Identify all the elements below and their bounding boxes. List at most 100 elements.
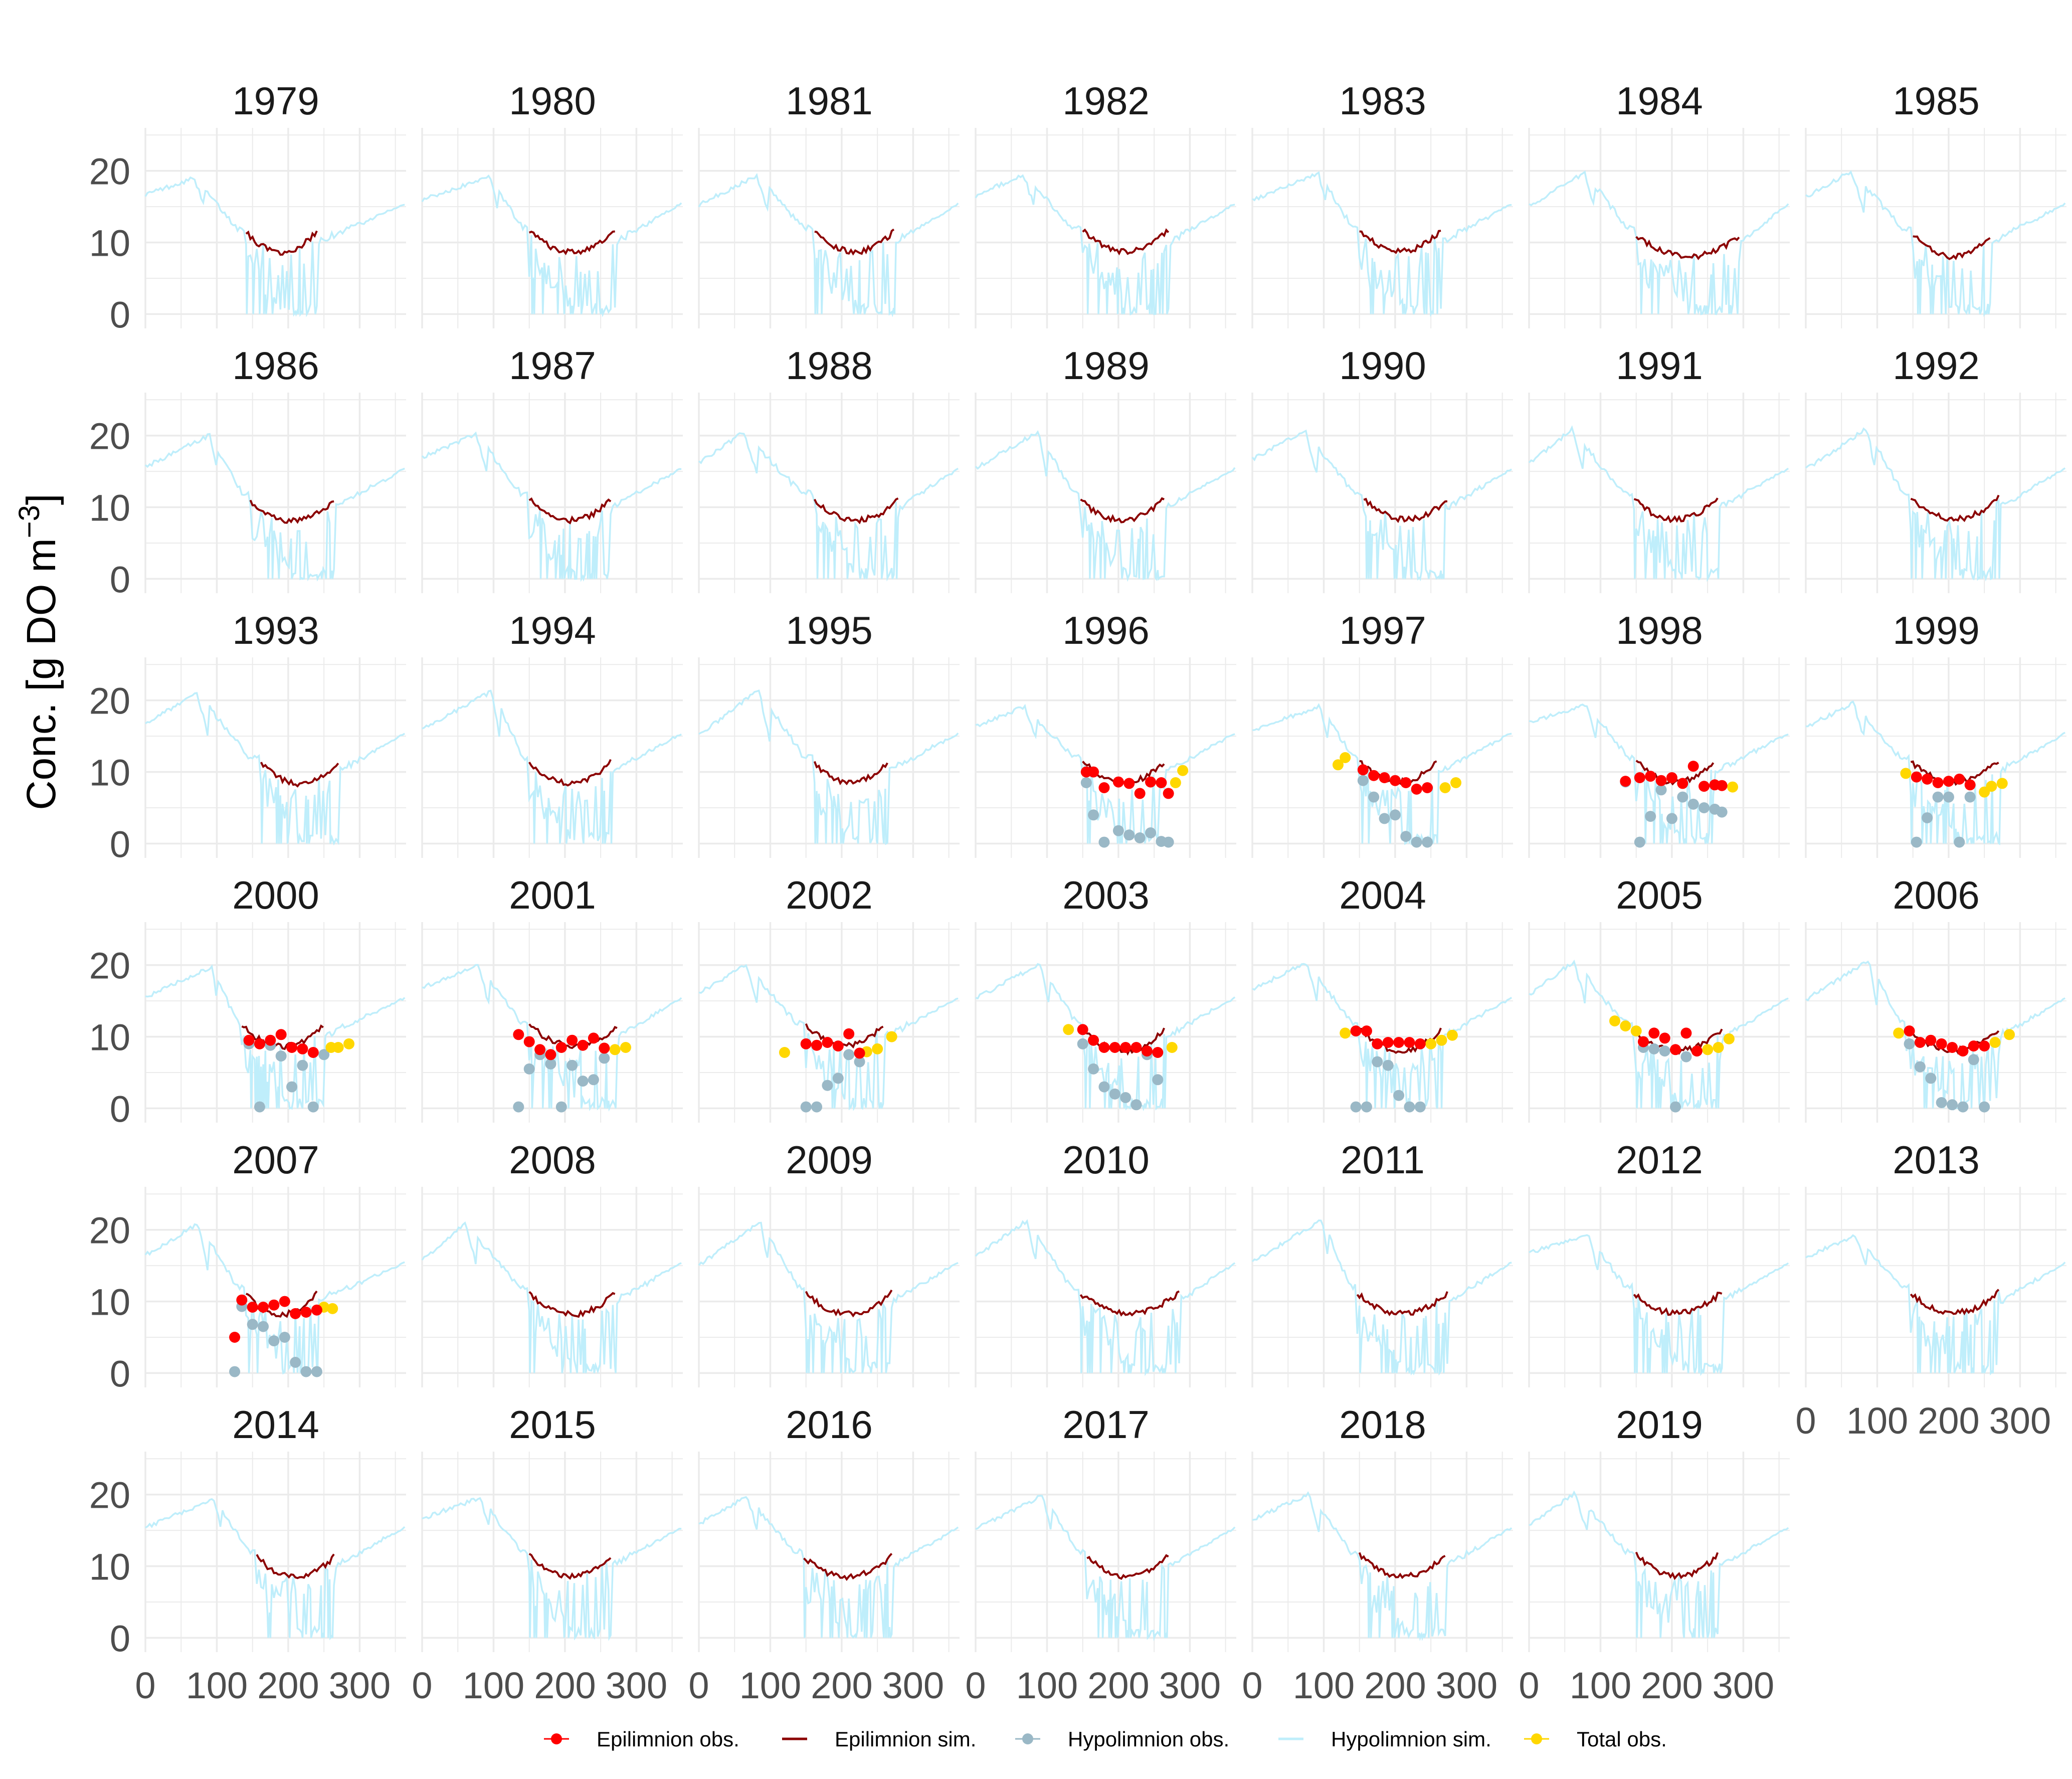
hypolimnion-obs-point — [1382, 1059, 1394, 1071]
hypolimnion-obs-point — [1134, 832, 1146, 843]
panel-title-2013: 2013 — [1893, 1138, 1980, 1182]
panel-2011: 2011 — [1251, 1138, 1513, 1387]
hypolimnion-obs-point — [1634, 836, 1645, 848]
hypolimnion-sim-line-2000 — [145, 964, 406, 1110]
epilimnion-sim-line-1990 — [1363, 497, 1448, 523]
panel-1995: 1995 — [698, 608, 960, 858]
hypolimnion-obs-point — [1904, 1038, 1915, 1049]
y-tick-label: 10 — [89, 1017, 130, 1058]
panel-title-2007: 2007 — [232, 1138, 319, 1182]
epilimnion-obs-point — [1141, 1045, 1153, 1057]
total-obs-point — [1727, 781, 1739, 793]
panel-1982: 1982 — [975, 79, 1236, 328]
x-tick-label: 300 — [329, 1665, 391, 1706]
total-obs-point — [1425, 1038, 1437, 1049]
epilimnion-obs-point — [236, 1294, 248, 1306]
hypolimnion-obs-point — [1414, 1101, 1426, 1113]
hypolimnion-obs-point — [1350, 1101, 1362, 1113]
hypolimnion-sim-line-1994 — [422, 689, 682, 844]
panel-2008: 2008 — [421, 1138, 683, 1387]
panel-title-2005: 2005 — [1616, 873, 1703, 917]
hypolimnion-obs-point — [1389, 809, 1401, 821]
hypolimnion-obs-point — [1677, 791, 1688, 803]
hypolimnion-obs-point — [1979, 1101, 1990, 1113]
x-tick-label: 200 — [1087, 1665, 1149, 1706]
hypolimnion-obs-point — [1954, 836, 1965, 848]
panel-title-2006: 2006 — [1893, 873, 1980, 917]
epilimnion-obs-point — [254, 1038, 265, 1049]
total-obs-point — [886, 1031, 897, 1042]
legend: Epilimnion obs. Epilimnion sim. Hypolimnio… — [544, 1727, 1667, 1751]
hypolimnion-obs-point — [513, 1101, 524, 1113]
y-tick-label: 0 — [110, 823, 130, 865]
total-obs-point — [779, 1047, 790, 1058]
hypolimnion-obs-point — [832, 1073, 844, 1084]
x-tick-label: 100 — [1570, 1665, 1631, 1706]
panel-title-2018: 2018 — [1339, 1402, 1426, 1447]
total-obs-point — [1170, 777, 1181, 788]
epilimnion-obs-point — [1414, 1038, 1426, 1049]
hypolimnion-sim-line-1982 — [975, 174, 1235, 316]
panel-title-2012: 2012 — [1616, 1138, 1703, 1182]
epilimnion-obs-point — [1957, 1045, 1969, 1057]
total-obs-point — [1986, 781, 1997, 792]
epilimnion-sim-line-2009 — [805, 1289, 893, 1318]
hypolimnion-sim-line-2013 — [1805, 1234, 2066, 1376]
epilimnion-obs-point — [1680, 1027, 1692, 1039]
legend-item-2: Hypolimnion obs. — [1015, 1727, 1229, 1751]
panel-title-2017: 2017 — [1062, 1402, 1150, 1447]
hypolimnion-sim-line-2017 — [975, 1495, 1236, 1642]
y-tick-label: 20 — [89, 680, 130, 722]
panel-title-2001: 2001 — [509, 873, 596, 917]
hypolimnion-sim-line-1999 — [1805, 700, 2065, 845]
hypolimnion-obs-point — [318, 1049, 330, 1060]
epilimnion-obs-point — [1131, 1042, 1142, 1053]
epilimnion-sim-line-1988 — [814, 497, 899, 524]
panel-1991: 1991 — [1528, 343, 1790, 593]
x-tick-label: 300 — [1713, 1665, 1774, 1706]
hypolimnion-obs-point — [555, 1101, 567, 1113]
panel-title-1997: 1997 — [1339, 608, 1426, 652]
epilimnion-obs-point — [599, 1042, 610, 1054]
y-tick-label: 0 — [110, 1618, 130, 1659]
panel-2012: 2012 — [1528, 1138, 1790, 1387]
legend-key-point — [1531, 1733, 1542, 1744]
total-obs-point — [1702, 1044, 1714, 1055]
hypolimnion-obs-point — [800, 1101, 812, 1113]
hypolimnion-obs-point — [1411, 836, 1422, 848]
epilimnion-obs-point — [311, 1304, 322, 1316]
panel-title-1987: 1987 — [509, 343, 596, 388]
hypolimnion-obs-point — [1400, 831, 1412, 842]
x-tick-label: 200 — [811, 1665, 872, 1706]
hypolimnion-sim-line-1986 — [144, 433, 405, 582]
epilimnion-obs-point — [1914, 1037, 1926, 1048]
hypolimnion-obs-point — [1716, 806, 1728, 818]
hypolimnion-obs-point — [1968, 1054, 1979, 1065]
hypolimnion-obs-point — [567, 1059, 578, 1071]
hypolimnion-sim-line-2010 — [975, 1219, 1236, 1376]
hypolimnion-obs-point — [1088, 1063, 1099, 1075]
hypolimnion-obs-point — [1964, 791, 1976, 803]
hypolimnion-obs-point — [1932, 791, 1944, 803]
hypolimnion-obs-point — [1936, 1097, 1947, 1108]
hypolimnion-obs-point — [1098, 1081, 1110, 1093]
panel-title-1983: 1983 — [1339, 79, 1426, 123]
panel-title-1979: 1979 — [232, 79, 319, 123]
panel-1988: 1988 — [698, 343, 960, 593]
hypolimnion-obs-point — [254, 1101, 265, 1113]
hypolimnion-obs-point — [1163, 836, 1174, 848]
panel-title-1992: 1992 — [1893, 343, 1980, 388]
panel-2017: 2017 0 100 200 300 — [965, 1402, 1236, 1706]
epilimnion-obs-point — [513, 1029, 524, 1040]
hypolimnion-obs-point — [1947, 1099, 1958, 1111]
total-obs-point — [1996, 778, 2008, 789]
hypolimnion-obs-point — [599, 1052, 610, 1064]
total-obs-point — [1332, 759, 1344, 771]
hypolimnion-obs-point — [1699, 802, 1710, 813]
y-tick-label: 0 — [110, 294, 130, 335]
panel-2005: 2005 — [1528, 873, 1790, 1123]
hypolimnion-obs-point — [297, 1059, 308, 1071]
total-obs-point — [609, 1044, 621, 1055]
epilimnion-sim-line-1980 — [528, 230, 615, 256]
